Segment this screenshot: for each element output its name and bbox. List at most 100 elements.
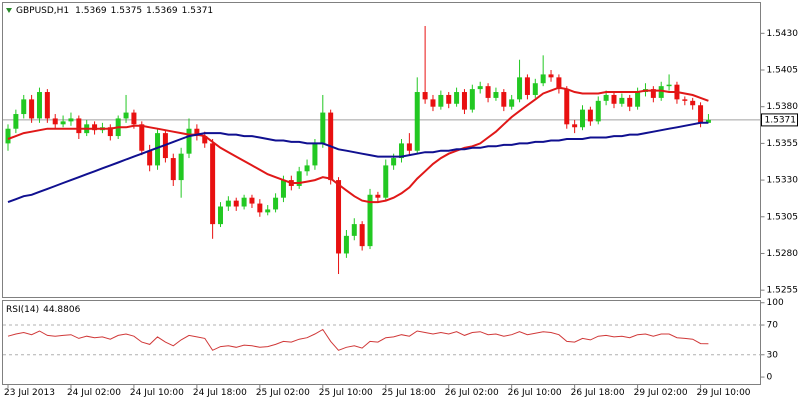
y-tick-label: 1.5305 [767,212,799,222]
candle-body [13,114,19,129]
candle-body [155,133,161,166]
candle-body [391,158,397,166]
x-tick-label: 26 Jul 10:00 [508,388,562,398]
candle-body [587,109,593,122]
candle-body [611,94,617,104]
candle-body [257,203,263,213]
candle-body [170,158,176,181]
x-tick-label: 29 Jul 10:00 [697,388,751,398]
last-low: 1.5369 [146,6,178,16]
candle-body [359,224,365,247]
candle-body [446,94,452,104]
candle-body [461,92,467,110]
candle-body [336,180,342,254]
symbol-icon [6,8,12,13]
candle-body [572,124,578,128]
candle-body [690,100,696,106]
x-tick-label: 24 Jul 02:00 [67,388,121,398]
candle-body [178,153,184,181]
candle-body [123,112,129,119]
candle-body [147,150,153,166]
candle-body [619,97,625,104]
candle-body [296,171,302,186]
y-tick-label: 1.5330 [767,176,799,186]
candle-body [635,92,641,107]
rsi-header: RSI(14) 44.8806 [6,305,81,315]
rsi-panel [2,300,761,385]
marks [3,25,765,389]
y-tick-label: 1.5380 [767,102,799,112]
candle-body [367,194,373,247]
candle-body [273,197,279,210]
candle-body [422,92,428,100]
price-box-label: 1.5371 [765,115,797,125]
rsi-tick-label: 70 [767,321,779,331]
candle-body [666,84,672,87]
candle-body [580,109,586,128]
x-tick-label: 25 Jul 02:00 [256,388,310,398]
candle-body [233,200,239,207]
rsi-title: RSI(14) [6,305,39,315]
candle-body [698,105,704,123]
last-high: 1.5375 [111,6,143,16]
candle-body [556,77,562,90]
last-close: 1.5371 [182,6,214,16]
moving-average [7,86,709,204]
candle-body [414,92,420,151]
candle-body [320,112,326,144]
candle-body [595,100,601,122]
candle-body [92,124,98,131]
candle-body [249,197,255,204]
candle-body [107,127,113,137]
candle-body [438,94,444,107]
candle-body [68,118,74,122]
candle-body [44,92,50,119]
candle-body [705,119,711,123]
candle-body [280,180,286,198]
candle-body [343,235,349,254]
y-tick-label: 1.5355 [767,139,799,149]
y-tick-label: 1.5430 [767,29,799,39]
symbol: GBPUSD,H1 [16,6,69,16]
rsi-last: 44.8806 [43,305,80,315]
candle-body [5,128,11,144]
candle-body [194,128,200,137]
candle-body [210,143,216,225]
candle-body [304,165,310,172]
candle-body [627,97,633,107]
candle-body [241,197,247,207]
rsi-tick-label: 30 [767,350,779,360]
candle-body [540,74,546,84]
x-tick-label: 26 Jul 18:00 [571,388,625,398]
candle-body [532,83,538,95]
candle-body [564,89,570,125]
candle-body [375,194,381,198]
candle-body [430,99,436,107]
price-panel [2,2,761,298]
candle-body [383,165,389,198]
rsi-line [7,328,709,351]
rsi-tick-label: 0 [767,373,773,383]
candle-body [351,224,357,236]
candle-body [548,74,554,78]
x-tick-label: 25 Jul 10:00 [319,388,373,398]
candle-body [76,118,82,134]
candle-body [312,143,318,166]
candle-body [399,143,404,159]
candle-body [60,121,66,125]
x-tick-label: 26 Jul 02:00 [445,388,499,398]
candle-body [217,206,223,225]
rsi-tick-label: 100 [767,298,784,308]
candle-body [186,128,192,154]
price-box [761,113,798,127]
x-tick-label: 29 Jul 02:00 [634,388,688,398]
candle-body [650,89,656,98]
x-tick-label: 25 Jul 18:00 [382,388,436,398]
candle-body [485,86,491,98]
y-tick-label: 1.5255 [767,286,799,296]
x-tick-label: 24 Jul 18:00 [193,388,247,398]
candle-body [202,136,208,144]
candle-body [21,99,27,115]
x-tick-label: 23 Jul 2013 [4,388,55,398]
